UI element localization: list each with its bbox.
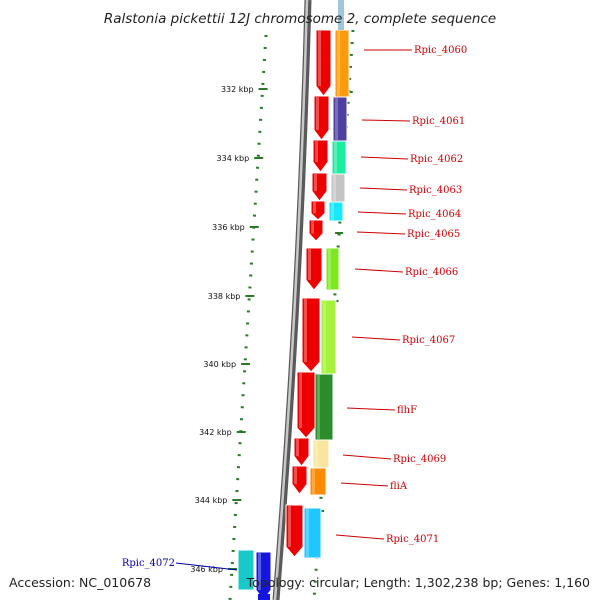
map-title: Ralstonia pickettii 12J chromosome 2, co… [104,11,496,27]
gene-arrow-Rpic_4064[interactable] [310,200,326,221]
gene-arrow-flhF[interactable] [296,371,316,439]
arrow-highlight [299,373,302,428]
tick-label: 340 kbp [203,360,236,369]
label-leader-lines [175,49,412,571]
gene-bar-Rpic_4072[interactable] [237,549,255,591]
gene-label-Rpic_4062[interactable]: Rpic_4062 [410,154,463,165]
arrow-highlight [294,467,297,485]
gene-arrows [255,29,332,600]
gene-label-Rpic_4066[interactable]: Rpic_4066 [405,267,458,278]
arrow-highlight [318,31,321,86]
gene-label-Rpic_4063[interactable]: Rpic_4063 [409,185,462,196]
gene-bar-highlight [331,203,334,220]
leader-line [357,211,407,215]
leader-line [346,407,396,411]
arrow-highlight [296,439,299,457]
gene-bar-fliA[interactable] [309,467,327,496]
gene-arrow-Rpic_4066[interactable] [305,247,323,291]
leader-line [340,482,389,487]
gene-arrow-fliA[interactable] [291,465,308,495]
gene-bar-highlight [312,469,315,494]
leader-line [359,187,408,191]
tick-label: 332 kbp [221,85,254,94]
arrow-highlight [315,141,318,162]
gene-label-Rpic_4072[interactable]: Rpic_4072 [122,558,175,569]
arrow-highlight [311,221,314,234]
dotted-line [228,34,268,600]
leader-line [175,562,238,571]
arrow-highlight [308,249,311,280]
tick-label: 344 kbp [195,496,228,505]
leader-line [354,268,404,273]
gene-label-flhF[interactable]: flhF [397,405,417,416]
arrow-highlight [313,202,316,214]
gene-bar-highlight [337,31,340,96]
leader-line [335,534,385,540]
leader-line [361,119,411,122]
tick-label: 334 kbp [217,154,250,163]
leader-line [351,336,401,341]
leader-line [342,454,392,460]
gene-color-bars [237,0,350,591]
tick-label: 338 kbp [208,292,241,301]
gene-label-Rpic_4071[interactable]: Rpic_4071 [386,534,439,545]
gene-bar-Rpic_4066[interactable] [325,247,340,291]
gene-bar-highlight [315,441,318,467]
arrow-highlight [258,553,261,590]
gene-bar-highlight [323,301,326,373]
gene-bar-highlight [333,175,336,201]
gene-bar-highlight [306,509,309,557]
gene-label-Rpic_4061[interactable]: Rpic_4061 [412,116,465,127]
gene-bar-Rpic_4071[interactable] [303,507,322,559]
arrow-highlight [314,174,317,192]
leader-line [360,156,409,160]
gene-arrow-Rpic_4067[interactable] [301,297,321,373]
gene-bar-highlight [334,142,337,173]
topology-text: Topology: circular; Length: 1,302,238 bp… [246,575,590,590]
gene-label-Rpic_4060[interactable]: Rpic_4060 [414,45,467,56]
gene-bar-Rpic_4064[interactable] [328,201,344,222]
gene-arrow-Rpic_4071[interactable] [285,504,304,558]
gene-arrow-Rpic_4060[interactable] [315,29,332,97]
gene-label-fliA[interactable]: fliA [390,481,408,492]
accession-text: Accession: NC_010678 [9,575,151,590]
gene-arrow-Rpic_4062[interactable] [312,139,329,173]
gene-arrow-Rpic_4061[interactable] [313,95,330,141]
gene-label-Rpic_4069[interactable]: Rpic_4069 [393,454,446,465]
gene-label-Rpic_4065[interactable]: Rpic_4065 [407,229,460,240]
gene-bar-highlight [335,98,338,140]
gene-labels: Rpic_4060 Rpic_4061 Rpic_4062 Rpic_4063 Rpic… [122,45,467,569]
gene-arrow-Rpic_4063[interactable] [311,172,328,202]
leader-line [356,231,406,235]
gene-bar-highlight [328,249,331,289]
scale-ticks: 332 kbp 334 kbp 336 kbp 338 kbp 340 kbp 342 k… [190,85,353,574]
gene-arrow-Rpic_4065[interactable] [308,219,324,242]
arrow-highlight [316,97,319,130]
chromosome-backbone [272,0,312,600]
gene-bar-highlight [317,375,320,439]
gene-arrow-next [258,594,270,600]
arrow-highlight [288,506,291,547]
tick-label: 342 kbp [199,428,232,437]
tick-label: 346 kbp [190,565,223,574]
tick-label: 336 kbp [212,223,245,232]
gene-label-Rpic_4067[interactable]: Rpic_4067 [402,335,455,346]
gene-label-Rpic_4064[interactable]: Rpic_4064 [408,209,461,220]
gene-arrow-Rpic_4069[interactable] [293,437,310,467]
arrow-highlight [304,299,307,362]
